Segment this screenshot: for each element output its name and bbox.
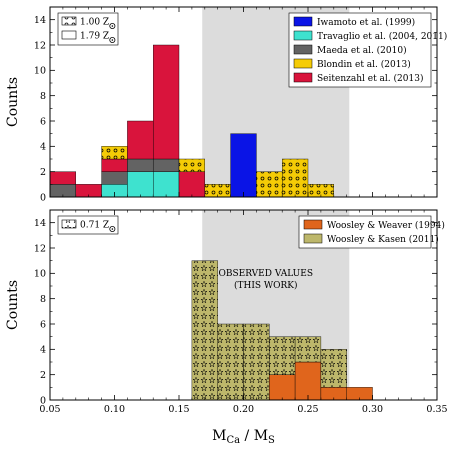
- ytick-label: 6: [40, 319, 46, 330]
- xtick-label: 0.25: [297, 404, 318, 415]
- legend-swatch-blondin: [293, 58, 313, 69]
- bar-hatch-blondin-6: [204, 184, 231, 197]
- ytick-label: 6: [40, 116, 46, 127]
- ytick-label: 8: [40, 91, 46, 102]
- bar-maeda-3: [127, 158, 154, 172]
- metallicity-label: 1.00 Z: [80, 18, 109, 28]
- bar-hatch-woosley_kasen-5: [320, 349, 347, 388]
- observed-annotation: (THIS WORK): [234, 280, 298, 291]
- bar-seitenzahl-0: [49, 171, 76, 185]
- xtick-label: 0.15: [168, 404, 189, 415]
- metallicity-swatch-hatch: [62, 17, 76, 25]
- ytick-label: 8: [40, 294, 46, 305]
- sun-symbol-dot: [111, 25, 114, 27]
- legend-swatch-maeda: [293, 44, 313, 55]
- ytick-label: 12: [34, 40, 46, 51]
- metallicity-swatch-hatch: [62, 220, 76, 228]
- bar-hatch-blondin-10: [308, 184, 334, 197]
- bar-iwamoto-7: [230, 133, 257, 198]
- legend-swatch-travaglio: [293, 30, 313, 41]
- ytick-label: 10: [34, 66, 46, 77]
- bar-woosley_weaver-4: [294, 361, 322, 401]
- ytick-label: 14: [34, 15, 46, 26]
- bar-travaglio-3: [127, 171, 154, 198]
- bar-hatch-blondin-8: [256, 171, 283, 197]
- legend-swatch-woosley_weaver: [303, 219, 323, 230]
- xtick-label: 0.35: [426, 404, 447, 415]
- sun-symbol-icon: [109, 225, 116, 232]
- bar-maeda-4: [152, 158, 180, 172]
- legend-label-seitenzahl: Seitenzahl et al. (2013): [317, 73, 423, 84]
- legend-swatch-seitenzahl: [293, 72, 313, 83]
- sun-symbol-dot: [111, 39, 114, 41]
- legend-swatch-woosley_kasen: [303, 233, 323, 244]
- ytick-label: 10: [34, 269, 46, 280]
- legend-label-woosley_kasen: Woosley & Kasen (2011): [327, 234, 439, 245]
- bar-travaglio-4: [152, 171, 180, 198]
- metallicity-label: 1.79 Z: [80, 32, 109, 42]
- ytick-label: 0: [40, 395, 46, 406]
- xtick-label: 0.30: [362, 404, 383, 415]
- ytick-label: 2: [40, 167, 46, 178]
- series-legend: [288, 12, 432, 88]
- bar-seitenzahl-3: [127, 120, 154, 160]
- bar-hatch-blondin-2: [101, 146, 128, 159]
- x-axis-label: MCa / MS: [212, 428, 275, 446]
- sun-symbol-icon: [109, 37, 116, 44]
- xtick-label: 0.10: [104, 404, 125, 415]
- ytick-label: 4: [40, 345, 46, 356]
- observed-annotation: OBSERVED VALUES: [218, 269, 313, 279]
- legend-label-blondin: Blondin et al. (2013): [317, 59, 411, 70]
- metallicity-swatch: [61, 30, 77, 40]
- legend-label-woosley_weaver: Woosley & Weaver (1994): [327, 220, 445, 231]
- bar-hatch-blondin-5: [179, 159, 205, 172]
- sun-symbol-icon: [109, 22, 116, 29]
- bar-seitenzahl-4: [152, 44, 180, 160]
- y-axis-label: Counts: [5, 280, 21, 330]
- bar-hatch-woosley_kasen-1: [217, 324, 244, 400]
- ytick-label: 2: [40, 370, 46, 381]
- bar-seitenzahl-2: [101, 158, 128, 172]
- bottom-panel: 0 2 4 6 8 10 12 14 0.05 0.10 0.15 0.20 0.25 0.30 0.35 C…: [5, 209, 448, 415]
- sun-symbol-dot: [111, 228, 114, 230]
- bar-hatch-blondin-9: [282, 159, 308, 197]
- bar-woosley_weaver-3: [269, 374, 296, 401]
- metallicity-label: 0.71 Z: [80, 221, 109, 231]
- y-axis-label: Counts: [5, 77, 21, 127]
- legend-label-iwamoto: Iwamoto et al. (1999): [317, 17, 415, 28]
- legend-label-travaglio: Travaglio et al. (2004, 2011): [317, 31, 447, 42]
- bar-maeda-2: [101, 171, 128, 185]
- legend-label-maeda: Maeda et al. (2010): [317, 45, 407, 56]
- bar-hatch-woosley_kasen-2: [243, 324, 270, 400]
- bar-hatch-woosley_kasen-3: [269, 336, 296, 375]
- top-panel: 0 2 4 6 8 10 12 14 Counts 1.00 Z 1.79 Z Iwamoto et …: [5, 6, 447, 203]
- bar-hatch-woosley_kasen-4: [295, 336, 321, 362]
- axis-labels: MCa / MS: [212, 428, 275, 446]
- ytick-label: 14: [34, 218, 46, 229]
- ytick-label: 12: [34, 243, 46, 254]
- xtick-label: 0.05: [39, 404, 60, 415]
- bar-hatch-woosley_kasen-0: [191, 260, 218, 400]
- bar-seitenzahl-5: [178, 171, 205, 198]
- ytick-label: 0: [40, 192, 46, 203]
- ytick-label: 4: [40, 142, 46, 153]
- xtick-label: 0.20: [233, 404, 254, 415]
- legend-swatch-iwamoto: [293, 16, 313, 27]
